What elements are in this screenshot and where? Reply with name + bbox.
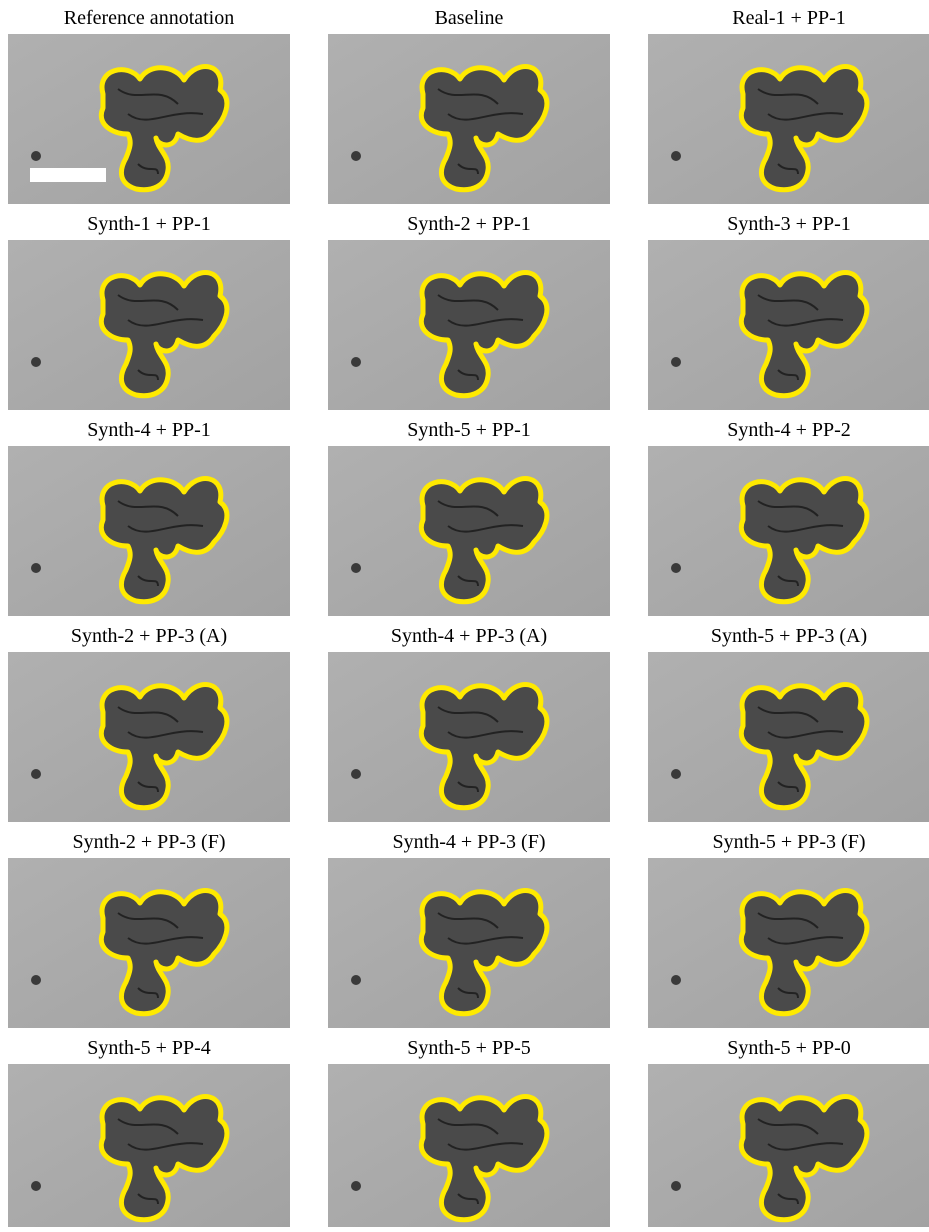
debris-dot: [671, 1181, 681, 1191]
debris-dot: [351, 151, 361, 161]
debris-dot: [671, 151, 681, 161]
panel-title: Synth-5 + PP-5: [407, 1037, 531, 1059]
panel-image: [328, 652, 610, 822]
panel-title: Synth-5 + PP-3 (A): [711, 625, 867, 647]
panel-image: [648, 1064, 929, 1227]
panel-image: [648, 34, 929, 204]
debris-dot: [351, 563, 361, 573]
panel-image: [328, 240, 610, 410]
panel-title: Synth-4 + PP-3 (F): [393, 831, 546, 853]
panel-title: Synth-4 + PP-1: [87, 419, 211, 441]
page: Reference annotation Baseline Real-1 + PP-…: [0, 0, 929, 1227]
debris-dot: [31, 357, 41, 367]
debris-dot: [31, 975, 41, 985]
debris-dot: [31, 563, 41, 573]
scale-bar: [30, 168, 106, 182]
panel-title: Real-1 + PP-1: [732, 7, 846, 29]
debris-dot: [671, 769, 681, 779]
panel-title: Synth-2 + PP-3 (F): [73, 831, 226, 853]
debris-dot: [351, 1181, 361, 1191]
debris-dot: [351, 769, 361, 779]
panel-image: [648, 446, 929, 616]
debris-dot: [31, 769, 41, 779]
panel-title: Synth-5 + PP-3 (F): [713, 831, 866, 853]
panel-image: [8, 240, 290, 410]
panel-title: Synth-2 + PP-1: [407, 213, 531, 235]
panel-title: Synth-4 + PP-3 (A): [391, 625, 547, 647]
panel-image: [8, 1064, 290, 1227]
panel-title: Synth-5 + PP-1: [407, 419, 531, 441]
panel-image: [8, 652, 290, 822]
panel-image: [648, 240, 929, 410]
panel-title: Reference annotation: [64, 7, 234, 29]
panel-image: [328, 446, 610, 616]
panel-title: Baseline: [435, 7, 504, 29]
panel-image: [8, 446, 290, 616]
panel-image: [8, 858, 290, 1028]
panel-title: Synth-2 + PP-3 (A): [71, 625, 227, 647]
panel-title: Synth-5 + PP-0: [727, 1037, 851, 1059]
debris-dot: [351, 357, 361, 367]
debris-dot: [671, 563, 681, 573]
debris-dot: [351, 975, 361, 985]
panel-image: [328, 34, 610, 204]
panel-image: [648, 858, 929, 1028]
figure: Reference annotation Baseline Real-1 + PP-…: [0, 0, 929, 1227]
panel-image: [8, 34, 290, 204]
panel-title: Synth-3 + PP-1: [727, 213, 851, 235]
panel-title: Synth-4 + PP-2: [727, 419, 851, 441]
debris-dot: [31, 1181, 41, 1191]
panel-title: Synth-1 + PP-1: [87, 213, 211, 235]
panel-image: [328, 1064, 610, 1227]
debris-dot: [671, 357, 681, 367]
panel-image: [648, 652, 929, 822]
debris-dot: [31, 151, 41, 161]
panel-image: [328, 858, 610, 1028]
panel-title: Synth-5 + PP-4: [87, 1037, 211, 1059]
debris-dot: [671, 975, 681, 985]
